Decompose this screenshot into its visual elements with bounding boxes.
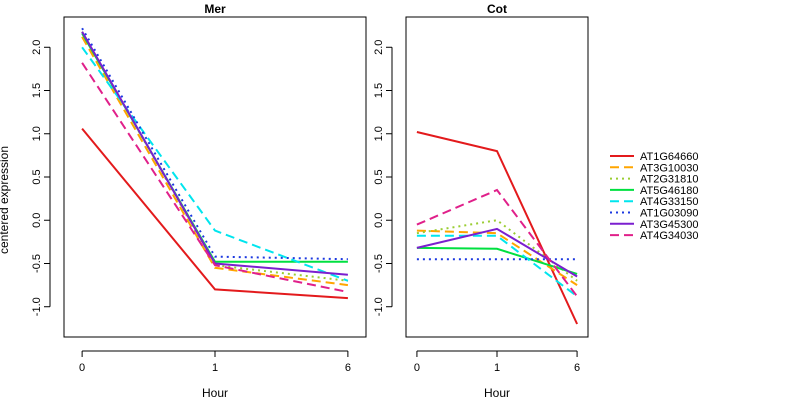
y-tick-label: 0.0 [373, 213, 385, 228]
legend-label: AT4G34030 [640, 230, 699, 242]
y-tick-label: 0.0 [31, 213, 43, 228]
y-axis-title: centered expression [0, 146, 11, 254]
panel-title: Cot [487, 2, 507, 16]
legend-item: AT5G46180 [610, 185, 699, 197]
legend-label: AT5G46180 [640, 185, 699, 197]
plot-frame [63, 16, 367, 338]
series-line-at1g64660 [81, 127, 348, 300]
legend-item: AT1G64660 [610, 151, 699, 163]
x-axis-title: Hour [484, 386, 510, 400]
x-tick-label: 0 [414, 362, 420, 374]
legend-label: AT3G10030 [640, 162, 699, 174]
y-tick-label: -0.5 [31, 254, 43, 273]
y-tick-label: -1.0 [31, 297, 43, 316]
legend-label: AT2G31810 [640, 174, 699, 186]
legend-label: AT1G64660 [640, 151, 699, 163]
y-tick-label: 1.5 [373, 83, 385, 98]
legend-item: AT1G03090 [610, 208, 699, 220]
series-line-at5g46180 [81, 32, 348, 263]
y-tick-label: 0.5 [31, 169, 43, 184]
series-line-at3g10030 [416, 229, 578, 286]
y-tick-label: 1.0 [31, 126, 43, 141]
legend-label: AT4G33150 [640, 196, 699, 208]
legend-label: AT1G03090 [640, 208, 699, 220]
legend: AT1G64660AT3G10030AT2G31810AT5G46180AT4G… [610, 151, 699, 242]
y-tick-label: 2.0 [31, 40, 43, 55]
y-tick-label: 2.0 [373, 40, 385, 55]
legend-item: AT2G31810 [610, 174, 699, 186]
x-tick-label: 6 [574, 362, 580, 374]
series-line-at2g31810 [81, 31, 349, 282]
legend-item: AT3G45300 [610, 219, 699, 231]
legend-item: AT4G34030 [610, 230, 699, 242]
series-line-at5g46180 [416, 246, 578, 275]
x-tick-label: 0 [79, 362, 85, 374]
series-line-at4g34030 [81, 62, 349, 293]
series-line-at4g34030 [416, 188, 578, 298]
x-axis-title: Hour [202, 386, 228, 400]
series-line-at3g10030 [81, 36, 349, 287]
plot-frame [405, 16, 589, 338]
legend-item: AT4G33150 [610, 196, 699, 208]
panel-mer: Mer 2.0 1.5 1.0 0.5 0.0 -0.5 -1.0 0 1 6 Hour [31, 2, 367, 400]
series-line-at1g03090 [81, 27, 348, 261]
series-line-at4g33150 [416, 234, 578, 298]
series-line-at3g45300 [81, 31, 348, 276]
x-tick-label: 6 [345, 362, 351, 374]
y-tick-label: 0.5 [373, 169, 385, 184]
series-line-at4g33150 [81, 46, 349, 282]
y-tick-label: 1.0 [373, 126, 385, 141]
y-tick-label: 1.5 [31, 83, 43, 98]
legend-item: AT3G10030 [610, 162, 699, 174]
x-tick-label: 1 [212, 362, 218, 374]
y-tick-label: -1.0 [373, 297, 385, 316]
legend-label: AT3G45300 [640, 219, 699, 231]
x-tick-label: 1 [494, 362, 500, 374]
y-tick-label: -0.5 [373, 254, 385, 273]
panel-cot: Cot 2.0 1.5 1.0 0.5 0.0 -0.5 -1.0 0 1 6 Hour [373, 2, 589, 400]
panel-title: Mer [204, 2, 226, 16]
